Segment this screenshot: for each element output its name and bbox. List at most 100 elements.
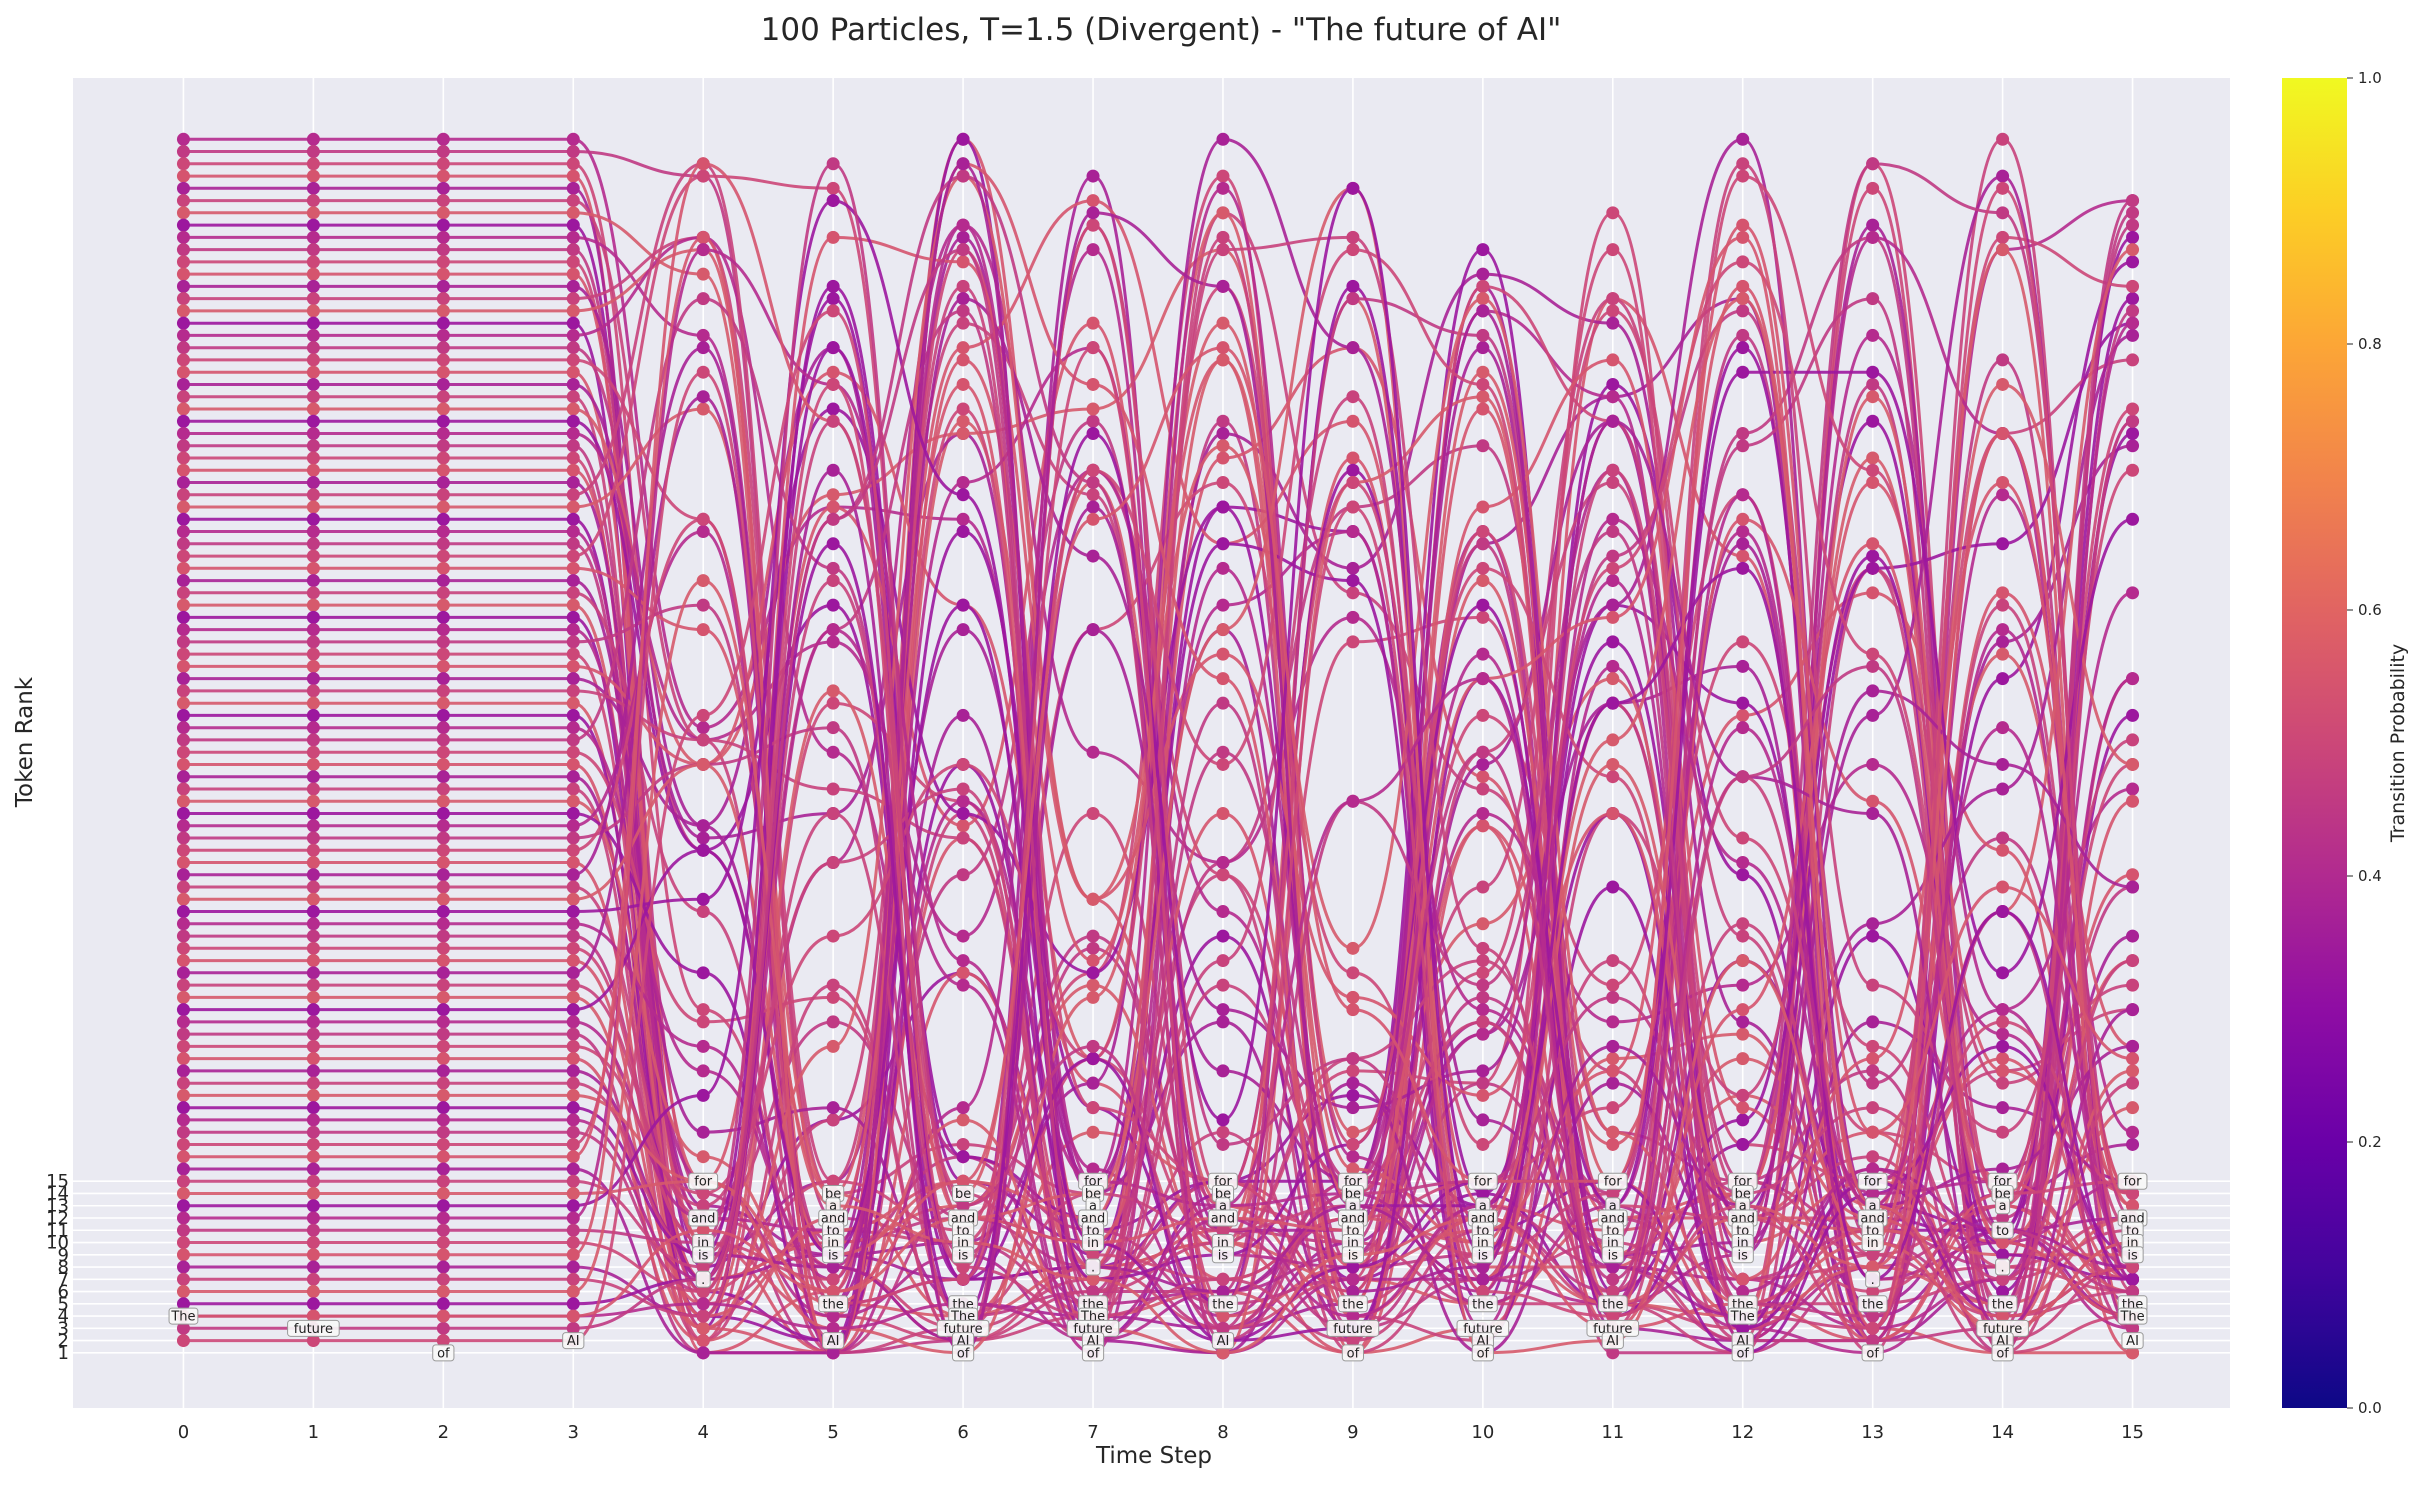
particle-point bbox=[1996, 1052, 2010, 1066]
particle-point bbox=[436, 1015, 450, 1029]
token-label: is bbox=[1601, 1246, 1624, 1264]
particle-point bbox=[1996, 586, 2010, 600]
token-label: in bbox=[1081, 1234, 1105, 1252]
particle-point bbox=[1606, 1137, 1620, 1151]
particle-point bbox=[436, 512, 450, 526]
particle-line bbox=[183, 162, 2133, 1343]
particle-point bbox=[696, 512, 710, 526]
particle-point bbox=[176, 525, 190, 539]
x-tick-label: 7 bbox=[1087, 1422, 1098, 1443]
particle-point bbox=[176, 316, 190, 330]
particle-point bbox=[826, 1260, 840, 1274]
particle-point bbox=[826, 402, 840, 416]
particle-point bbox=[176, 1236, 190, 1250]
particle-point bbox=[176, 304, 190, 318]
particle-point bbox=[566, 831, 580, 845]
token-label: for bbox=[688, 1172, 719, 1190]
particle-point bbox=[1606, 316, 1620, 330]
particle-point bbox=[566, 672, 580, 686]
colorbar-tick-label: 0.2 bbox=[2358, 1133, 2382, 1151]
particle-point bbox=[436, 1297, 450, 1311]
y-tick-label: 9 bbox=[58, 1245, 69, 1266]
particle-point bbox=[1476, 880, 1490, 894]
particle-point bbox=[1736, 292, 1750, 306]
particle-point bbox=[566, 1248, 580, 1262]
particle-point bbox=[436, 377, 450, 391]
particle-point bbox=[566, 586, 580, 600]
token-label-text: and bbox=[1211, 1212, 1235, 1227]
particle-point bbox=[696, 1199, 710, 1213]
particle-point bbox=[1736, 279, 1750, 293]
particle-point bbox=[1346, 292, 1360, 306]
token-label-box bbox=[1326, 1319, 1380, 1337]
particle-point bbox=[436, 451, 450, 465]
particle-point bbox=[1476, 341, 1490, 355]
token-label-box bbox=[1341, 1344, 1365, 1362]
particle-point bbox=[1866, 1150, 1880, 1164]
particle-point bbox=[1606, 304, 1620, 318]
particle-point bbox=[1606, 610, 1620, 624]
particle-point bbox=[436, 414, 450, 428]
particle-point bbox=[176, 1039, 190, 1053]
token-label-text: a bbox=[1349, 1199, 1357, 1214]
particle-point bbox=[436, 304, 450, 318]
particle-point bbox=[306, 1039, 320, 1053]
particle-point bbox=[1476, 770, 1490, 784]
particle-point bbox=[1996, 488, 2010, 502]
particle-line bbox=[183, 186, 2133, 1343]
x-tick-label: 0 bbox=[178, 1422, 189, 1443]
particle-point bbox=[956, 794, 970, 808]
particle-point bbox=[1216, 230, 1230, 244]
token-label: of bbox=[1341, 1344, 1365, 1362]
particle-point bbox=[566, 1039, 580, 1053]
token-label-box bbox=[822, 1332, 845, 1350]
particle-point bbox=[306, 353, 320, 367]
particle-point bbox=[1606, 954, 1620, 968]
particle-point bbox=[1086, 1162, 1100, 1176]
particle-point bbox=[1216, 279, 1230, 293]
particle-point bbox=[696, 1125, 710, 1139]
token-label-box bbox=[1471, 1246, 1494, 1264]
particle-point bbox=[306, 892, 320, 906]
particle-point bbox=[826, 696, 840, 710]
particle-line bbox=[183, 358, 2133, 1355]
particle-line bbox=[183, 370, 2133, 1281]
particle-point bbox=[566, 1113, 580, 1127]
particle-point bbox=[436, 917, 450, 931]
particle-point bbox=[176, 537, 190, 551]
particle-point bbox=[1346, 500, 1360, 514]
particle-point bbox=[1086, 426, 1100, 440]
token-label-text: a bbox=[1999, 1199, 2007, 1214]
particle-point bbox=[826, 1174, 840, 1188]
particle-point bbox=[566, 145, 580, 159]
x-tick-label: 13 bbox=[1861, 1422, 1884, 1443]
token-label: future bbox=[287, 1319, 340, 1337]
particle-point bbox=[306, 782, 320, 796]
particle-point bbox=[1736, 1003, 1750, 1017]
particle-point bbox=[566, 1015, 580, 1029]
particle-point bbox=[826, 1039, 840, 1053]
particle-point bbox=[1866, 390, 1880, 404]
particle-point bbox=[1346, 1003, 1360, 1017]
particle-point bbox=[1996, 1236, 2010, 1250]
particle-point bbox=[826, 1015, 840, 1029]
particle-point bbox=[306, 868, 320, 882]
particle-point bbox=[306, 1309, 320, 1323]
particle-point bbox=[1996, 230, 2010, 244]
particle-point bbox=[826, 856, 840, 870]
token-label-box bbox=[692, 1246, 715, 1264]
particle-point bbox=[176, 194, 190, 208]
particle-point bbox=[1086, 1248, 1100, 1262]
particle-point bbox=[2126, 243, 2140, 257]
particle-point bbox=[566, 917, 580, 931]
particle-point bbox=[306, 1272, 320, 1286]
particle-point bbox=[1476, 990, 1490, 1004]
particle-point bbox=[306, 230, 320, 244]
particle-point bbox=[1866, 1064, 1880, 1078]
particle-point bbox=[436, 145, 450, 159]
particle-point bbox=[1086, 500, 1100, 514]
particle-point bbox=[436, 880, 450, 894]
token-label-text: the bbox=[1602, 1297, 1623, 1312]
particle-point bbox=[1866, 1309, 1880, 1323]
particle-point bbox=[436, 561, 450, 575]
